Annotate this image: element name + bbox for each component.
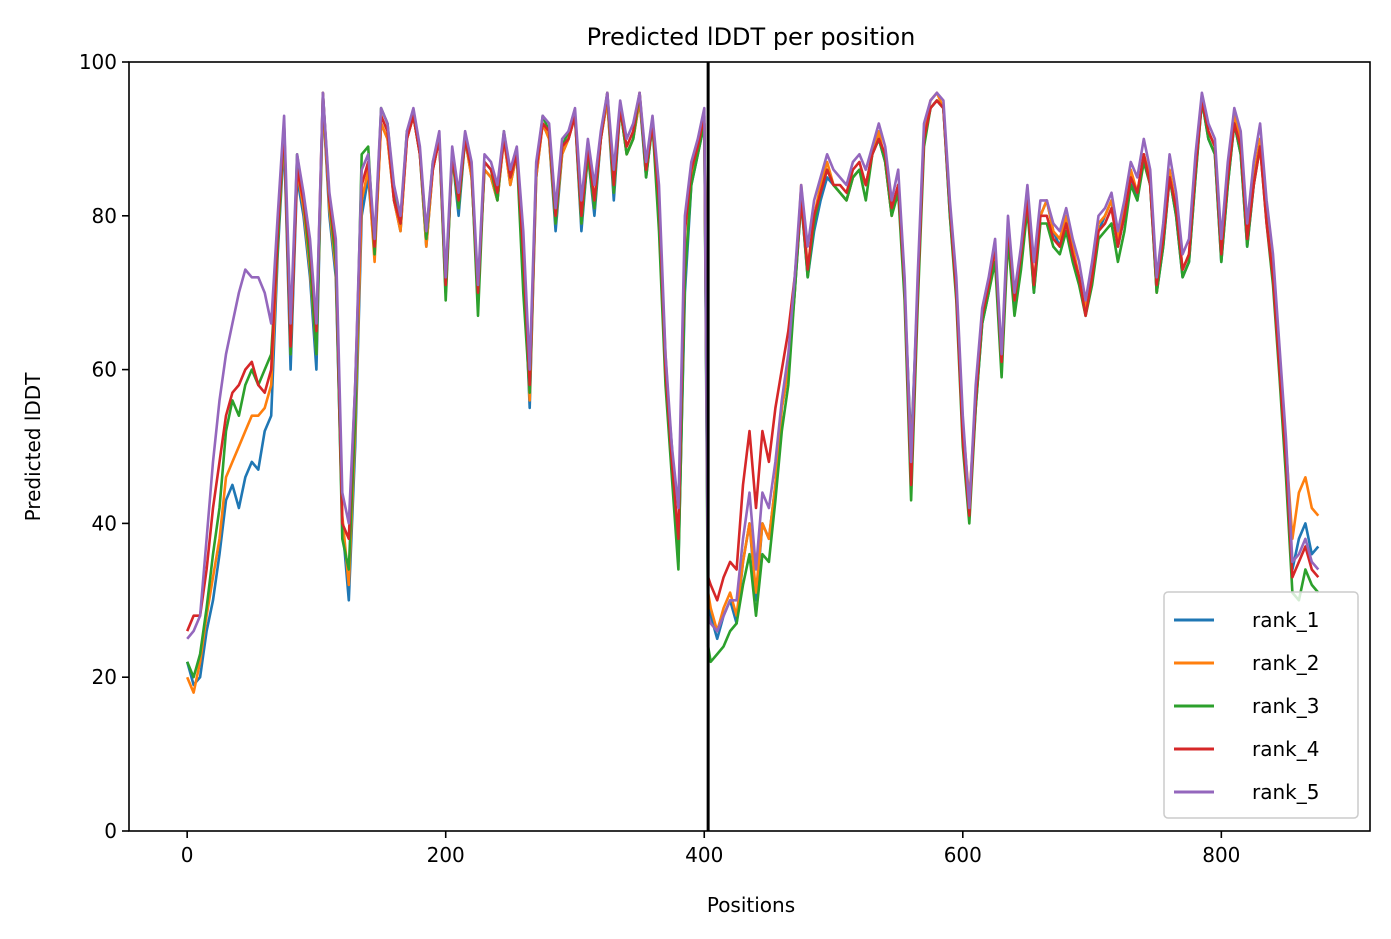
y-tick-label: 20 [92,665,117,689]
y-axis-title: Predicted lDDT [21,372,45,522]
legend-label-rank_4: rank_4 [1252,737,1319,761]
x-axis-title: Positions [707,893,795,917]
legend-label-rank_3: rank_3 [1252,694,1319,718]
legend-label-rank_5: rank_5 [1252,780,1319,804]
legend-label-rank_2: rank_2 [1252,651,1319,675]
x-axis: 0 200 400 600 800 [181,831,1240,867]
legend-box [1163,591,1359,819]
x-tick-label: 800 [1202,843,1240,867]
y-tick-label: 60 [92,358,117,382]
plot-frame [128,61,1371,832]
y-axis: 0 20 40 60 80 100 [79,50,129,843]
legend: rank_1 rank_2 rank_3 rank_4 rank_5 [1163,591,1359,819]
y-tick-label: 0 [104,819,117,843]
y-tick-label: 40 [92,511,117,535]
series-layer [185,91,1320,694]
x-tick-label: 400 [685,843,723,867]
series-line-rank_5 [186,91,1320,640]
x-tick-label: 600 [944,843,982,867]
legend-label-rank_1: rank_1 [1252,608,1319,632]
y-tick-label: 100 [79,50,117,74]
chart-title: Predicted lDDT per position [587,23,916,51]
x-tick-label: 200 [427,843,465,867]
y-tick-label: 80 [92,204,117,228]
x-tick-label: 0 [181,843,194,867]
